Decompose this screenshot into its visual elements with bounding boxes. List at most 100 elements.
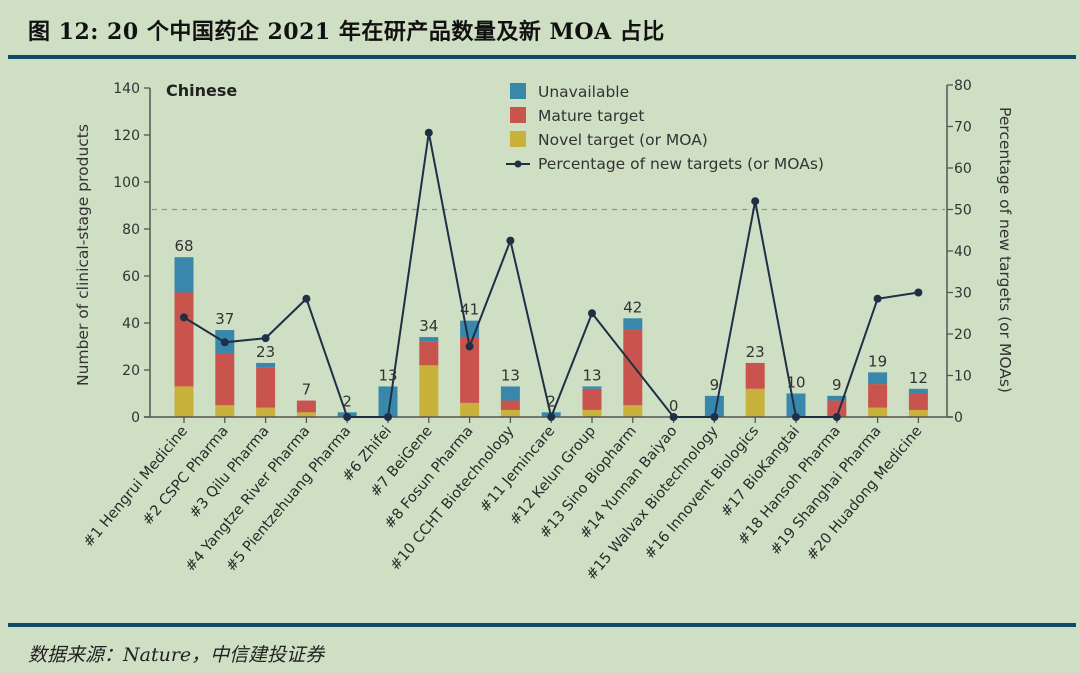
y2-tick-label: 80: [954, 78, 972, 94]
bar-total-label: 68: [174, 237, 193, 255]
percentage-point: [914, 288, 923, 297]
y-tick-label: 60: [122, 269, 140, 285]
x-category-label: #11 Jemincare: [477, 423, 558, 515]
chart-subtitle: Chinese: [166, 81, 237, 100]
legend: Unavailable Mature target Novel target (…: [506, 83, 824, 173]
title-rule: [8, 55, 1076, 59]
bar-total-label: 2: [546, 392, 556, 410]
bar-segment-unavailable: [256, 362, 276, 368]
bar-segment-mature-target: [296, 400, 316, 413]
bar-segment-mature-target: [868, 384, 888, 408]
percentage-point: [792, 413, 800, 421]
percentage-line: [183, 132, 919, 421]
bar-segment-mature-target: [256, 367, 276, 408]
percentage-point: [588, 309, 596, 318]
y-tick-label: 80: [122, 222, 140, 238]
bar-segment-unavailable: [704, 395, 724, 417]
legend-label-unavailable: Unavailable: [538, 83, 629, 101]
bar-total-label: 42: [623, 298, 642, 316]
y2-tick-label: 10: [954, 369, 972, 385]
percentage-point: [261, 334, 270, 343]
bar-total-label: 34: [419, 317, 438, 335]
bar-segment-unavailable: [174, 257, 194, 293]
source-rule: [8, 623, 1076, 627]
percentage-point: [180, 313, 188, 322]
y-tick-label: 20: [122, 363, 140, 379]
bar-segment-mature-target: [745, 362, 765, 389]
bar-segment-unavailable: [582, 386, 602, 389]
bar-segment-mature-target: [215, 353, 235, 406]
percentage-point: [343, 413, 352, 421]
bar-total-label: 19: [868, 352, 887, 370]
percentage-point: [384, 413, 392, 421]
bar-segment-mature-target: [500, 400, 520, 410]
percentage-point: [873, 294, 882, 303]
bar-segment-mature-target: [174, 292, 194, 387]
bar-segment-novel-target-or-moa: [256, 407, 276, 417]
legend-swatch-novel: [510, 131, 526, 147]
bar-segment-mature-target: [908, 393, 928, 410]
bar-segment-novel-target-or-moa: [215, 405, 235, 417]
y2-tick-label: 20: [954, 327, 972, 343]
percentage-point: [832, 413, 841, 421]
legend-marker-sample: [514, 160, 522, 168]
y-axis-label: Number of clinical-stage products: [74, 124, 92, 386]
bar-segment-novel-target-or-moa: [582, 409, 602, 417]
bar-segment-novel-target-or-moa: [174, 386, 194, 417]
bar-segment-novel-target-or-moa: [500, 409, 520, 417]
percentage-point: [302, 294, 311, 303]
bar-total-label: 13: [501, 366, 520, 384]
y2-tick-label: 50: [954, 203, 972, 219]
bar-segment-mature-target: [623, 330, 643, 406]
bar-total-label: 9: [832, 376, 842, 394]
bar-total-label: 13: [582, 366, 601, 384]
percentage-point: [465, 342, 474, 351]
bar-segment-novel-target-or-moa: [623, 405, 643, 417]
y2-axis-label: Percentage of new targets (or MOAs): [996, 107, 1014, 393]
bar-segment-novel-target-or-moa: [745, 388, 765, 417]
source-note: 数据来源：Nature，中信建投证券: [28, 644, 325, 666]
legend-label-mature: Mature target: [538, 107, 644, 125]
bar-segment-novel-target-or-moa: [419, 365, 439, 417]
y2-tick-label: 0: [954, 410, 963, 426]
percentage-point: [751, 197, 760, 206]
bar-segment-unavailable: [500, 386, 520, 401]
bar-segment-mature-target: [419, 341, 439, 366]
bar-total-label: 13: [378, 366, 397, 384]
y-tick-label: 100: [113, 175, 140, 191]
percentage-point: [547, 413, 556, 421]
bar-segment-unavailable: [378, 386, 398, 417]
legend-label-novel: Novel target (or MOA): [538, 131, 708, 149]
bar-total-label: 37: [215, 310, 234, 328]
legend-label-percentage: Percentage of new targets (or MOAs): [538, 155, 824, 173]
bar-segment-unavailable: [786, 393, 806, 417]
y2-tick-label: 70: [954, 120, 972, 136]
bar-total-label: 2: [342, 392, 352, 410]
percentage-point: [710, 413, 719, 421]
bar-total-label: 9: [710, 376, 720, 394]
percentage-point: [506, 236, 515, 245]
bar-segment-novel-target-or-moa: [296, 412, 316, 417]
y2-tick-label: 60: [954, 161, 972, 177]
bar-total-label: 0: [669, 397, 679, 415]
legend-swatch-unavailable: [510, 83, 526, 99]
bar-segment-novel-target-or-moa: [460, 402, 480, 417]
bar-segment-novel-target-or-moa: [908, 409, 928, 417]
bar-segment-unavailable: [623, 318, 643, 331]
bar-segment-unavailable: [419, 337, 439, 342]
legend-swatch-mature: [510, 107, 526, 123]
bar-total-label: 23: [256, 343, 275, 361]
percentage-point: [669, 413, 678, 421]
bar-segment-mature-target: [460, 337, 480, 403]
figure-title: 图 12: 20 个中国药企 2021 年在研产品数量及新 MOA 占比: [28, 19, 665, 45]
bar-total-label: 41: [460, 301, 479, 319]
percentage-point: [220, 338, 229, 347]
bar-total-label: 7: [302, 381, 312, 399]
bar-segment-unavailable: [827, 395, 847, 401]
bar-segment-unavailable: [868, 372, 888, 385]
bar-segment-mature-target: [582, 388, 602, 410]
y2-tick-label: 40: [954, 244, 972, 260]
y-tick-label: 120: [113, 128, 140, 144]
bar-segment-novel-target-or-moa: [868, 407, 888, 417]
